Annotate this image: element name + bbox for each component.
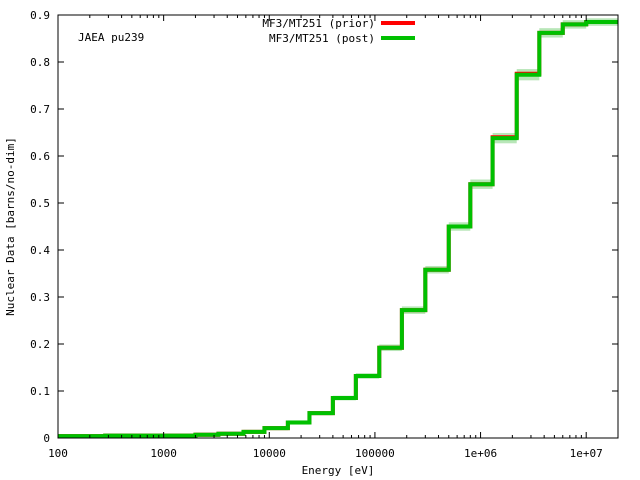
y-tick-label: 0.9: [30, 9, 50, 22]
chart-annotation: JAEA pu239: [78, 31, 144, 44]
x-tick-label: 1000: [150, 447, 177, 460]
y-tick-label: 0.6: [30, 150, 50, 163]
series-line-post: [58, 20, 618, 439]
x-tick-label: 100: [48, 447, 68, 460]
y-tick-label: 0.4: [30, 244, 50, 257]
uncertainty-bands: [58, 18, 618, 438]
legend: MF3/MT251 (prior) MF3/MT251 (post): [262, 17, 415, 45]
x-tick-label: 1e+06: [464, 447, 497, 460]
series-line-prior: [58, 20, 618, 439]
y-tick-label: 0.1: [30, 385, 50, 398]
tick-labels: 0 0.1 0.2 0.3 0.4 0.5 0.6 0.7 0.8 0.9 100 1000 10000…: [30, 9, 603, 460]
x-axis-label: Energy [eV]: [302, 464, 375, 477]
y-tick-label: 0.8: [30, 56, 50, 69]
x-tick-label: 1e+07: [570, 447, 603, 460]
plot-frame: [57, 14, 619, 439]
y-tick-label: 0: [43, 432, 50, 445]
y-tick-label: 0.3: [30, 291, 50, 304]
x-tick-label: 100000: [355, 447, 395, 460]
y-tick-label: 0.2: [30, 338, 50, 351]
legend-label: MF3/MT251 (post): [269, 32, 375, 45]
series-lines: [58, 20, 618, 439]
y-tick-label: 0.5: [30, 197, 50, 210]
legend-label: MF3/MT251 (prior): [262, 17, 375, 30]
y-axis-label: Nuclear Data [barns/no-dim]: [4, 137, 17, 316]
x-tick-label: 10000: [253, 447, 286, 460]
y-tick-label: 0.7: [30, 103, 50, 116]
